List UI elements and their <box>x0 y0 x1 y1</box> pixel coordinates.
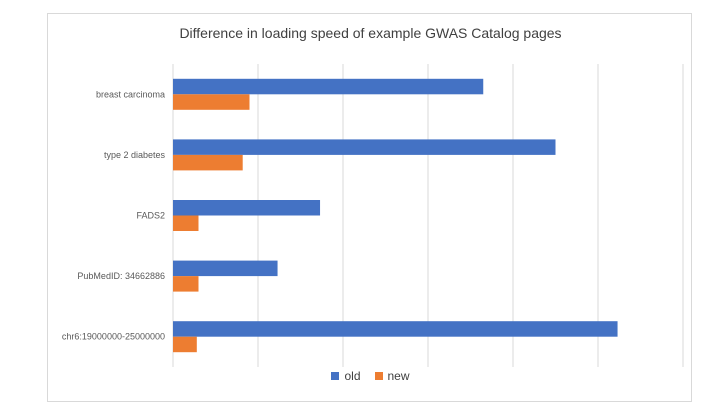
legend-swatch <box>331 372 340 380</box>
legend: old new <box>48 369 693 383</box>
bar-old <box>173 78 484 95</box>
legend-swatch <box>374 372 383 380</box>
legend-item-new: new <box>374 369 410 383</box>
legend-label: new <box>387 369 410 383</box>
plot-area: breast carcinoma type 2 diabetes FADS2 PubM… <box>62 64 684 367</box>
category-label: type 2 diabetes <box>104 150 166 160</box>
category-label: breast carcinoma <box>96 89 165 99</box>
category-label: PubMedID: 34662886 <box>77 271 165 281</box>
bar-new <box>173 276 199 292</box>
category-label: chr6:19000000-25000000 <box>62 332 165 342</box>
bar-old <box>173 321 618 337</box>
legend-item-old: old <box>331 369 361 383</box>
bar-old <box>173 260 278 277</box>
bar-new <box>173 94 250 110</box>
legend-label: old <box>344 369 361 383</box>
chart-title: Difference in loading speed of example G… <box>179 25 562 41</box>
bar-new <box>173 154 243 171</box>
bar-old <box>173 139 556 155</box>
category-label: FADS2 <box>136 211 165 221</box>
bar-new <box>173 215 199 231</box>
bar-new <box>173 336 197 353</box>
chart-frame: Difference in loading speed of example G… <box>47 13 692 402</box>
bar-old <box>173 200 321 216</box>
